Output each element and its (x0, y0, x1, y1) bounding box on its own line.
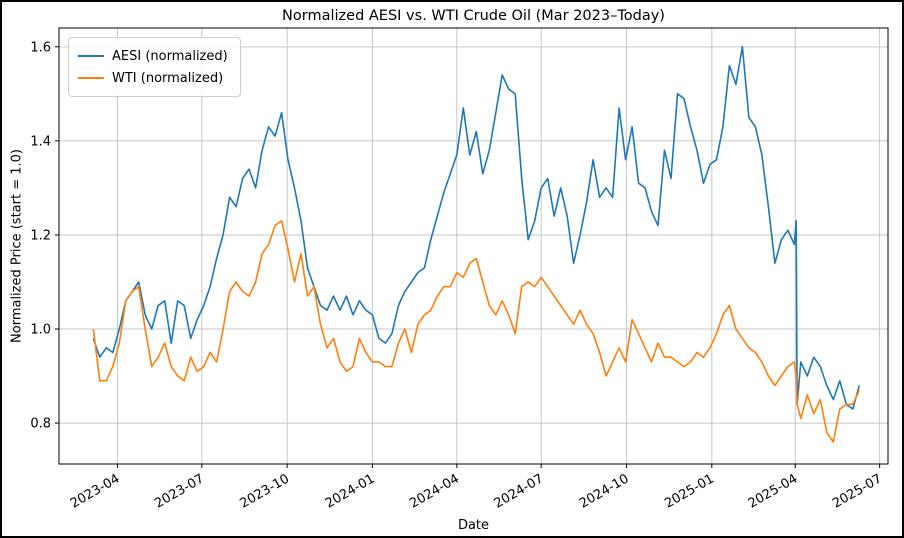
legend-item-wti: WTI (normalized) (78, 67, 228, 89)
y-tick-label: 1.4 (30, 134, 51, 149)
y-tick-label: 1.0 (30, 323, 51, 338)
aesi-series-line (92, 45, 861, 410)
x-tick-label: 2024-04 (407, 471, 462, 511)
x-tick-label: 2024-01 (323, 471, 378, 511)
x-axis-label: Date (457, 518, 490, 533)
axes-frame (58, 27, 889, 465)
legend-item-aesi: AESI (normalized) (78, 45, 228, 67)
y-tick-label: 0.8 (30, 417, 51, 432)
legend-box: AESI (normalized) WTI (normalized) (68, 37, 241, 97)
x-tick-label: 2023-10 (238, 471, 293, 511)
x-tick-label: 2023-07 (152, 471, 207, 511)
legend-label-wti: WTI (normalized) (112, 70, 224, 86)
x-tick-label: 2024-07 (492, 471, 547, 511)
legend-label-aesi: AESI (normalized) (112, 48, 228, 64)
x-tick-label: 2023-04 (68, 471, 123, 511)
y-axis-label: Normalized Price (start = 1.0) (9, 149, 25, 343)
wti-series-line (92, 220, 861, 443)
x-tick-label: 2025-04 (746, 471, 801, 511)
wti-line-swatch (78, 77, 104, 79)
x-tick-label: 2024-10 (577, 471, 632, 511)
y-tick-label: 1.6 (30, 40, 51, 55)
x-tick-label: 2025-01 (662, 471, 717, 511)
chart-title: Normalized AESI vs. WTI Crude Oil (Mar 2… (282, 8, 665, 24)
y-tick-label: 1.2 (30, 228, 51, 243)
aesi-line-swatch (78, 55, 104, 57)
x-tick-label: 2025-07 (830, 471, 885, 511)
